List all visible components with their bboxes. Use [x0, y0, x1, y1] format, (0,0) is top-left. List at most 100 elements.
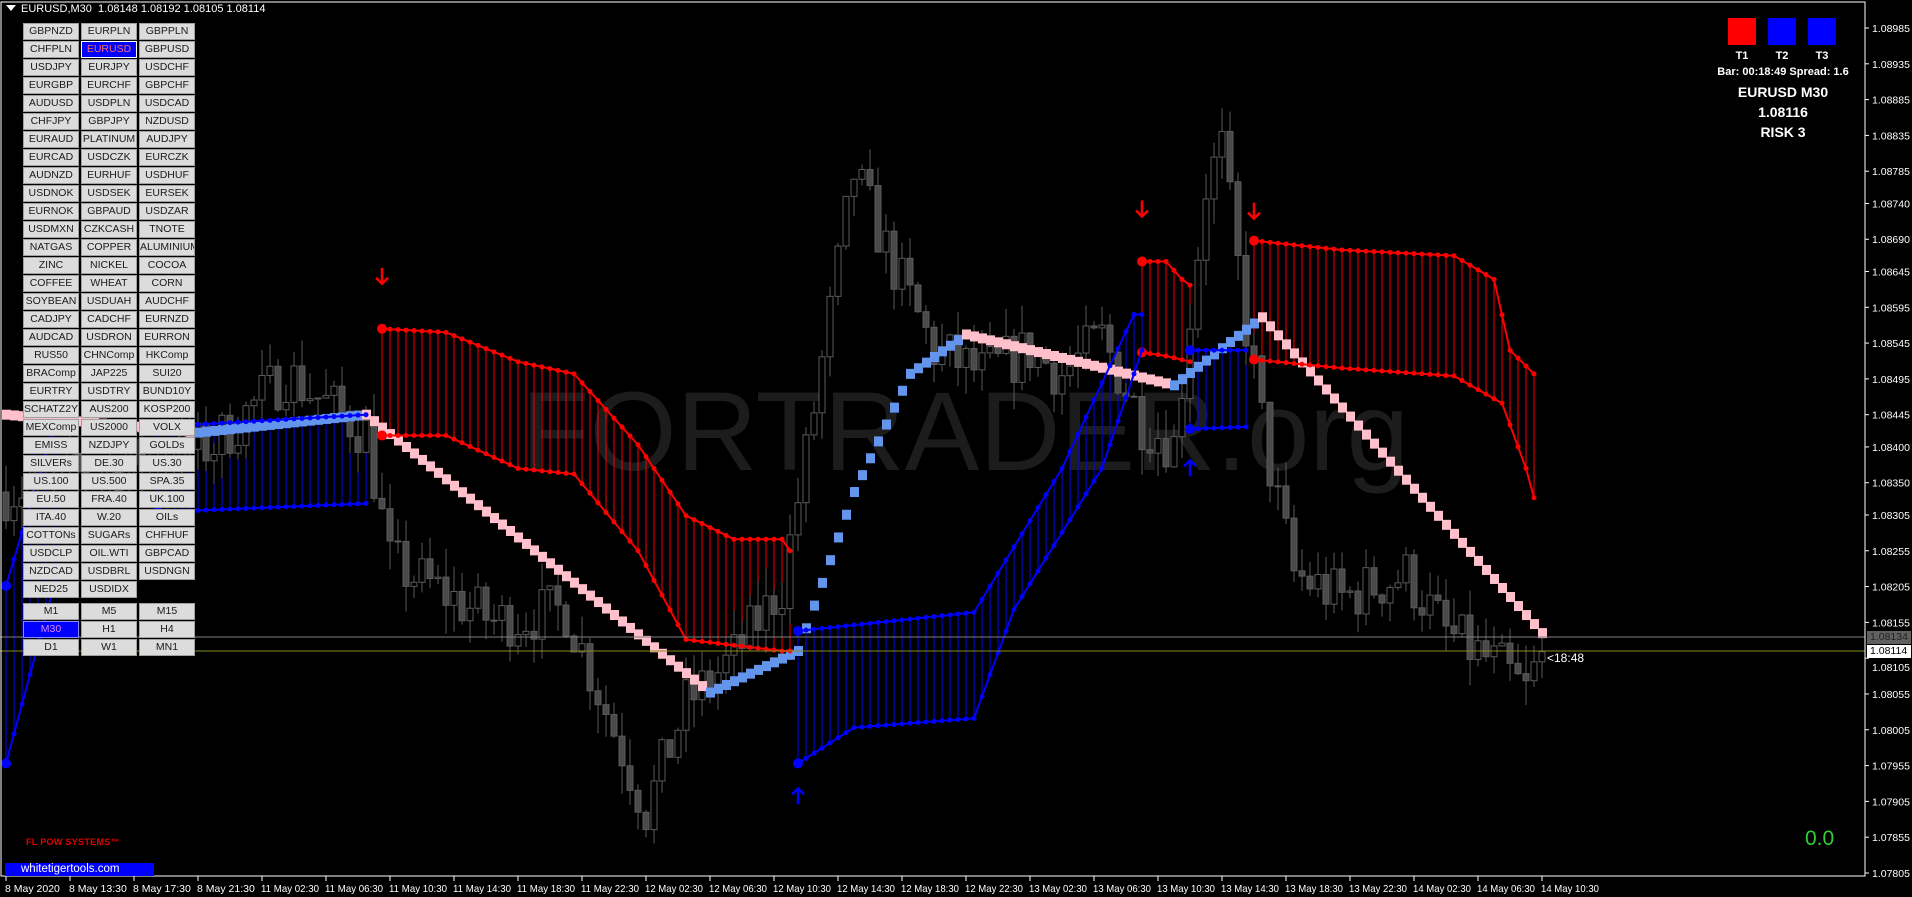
symbol-button-fra40[interactable]: FRA.40	[81, 491, 137, 508]
symbol-button-usdcad[interactable]: USDCAD	[139, 95, 195, 112]
symbol-button-spa35[interactable]: SPA.35	[139, 473, 195, 490]
symbol-button-eurgbp[interactable]: EURGBP	[23, 77, 79, 94]
symbol-button-us500[interactable]: US.500	[81, 473, 137, 490]
symbol-button-nzdusd[interactable]: NZDUSD	[139, 113, 195, 130]
symbol-button-golds[interactable]: GOLDs	[139, 437, 195, 454]
symbol-button-platinum[interactable]: PLATINUM	[81, 131, 137, 148]
symbol-button-audjpy[interactable]: AUDJPY	[139, 131, 195, 148]
symbol-button-audusd[interactable]: AUDUSD	[23, 95, 79, 112]
symbol-button-zinc[interactable]: ZINC	[23, 257, 79, 274]
symbol-button-usdclp[interactable]: USDCLP	[23, 545, 79, 562]
symbol-button-chfhuf[interactable]: CHFHUF	[139, 527, 195, 544]
symbol-button-schatz2y[interactable]: SCHATZ2Y	[23, 401, 79, 418]
symbol-button-uk100[interactable]: UK.100	[139, 491, 195, 508]
timeframe-button-mn1[interactable]: MN1	[139, 639, 195, 656]
symbol-button-oils[interactable]: OILs	[139, 509, 195, 526]
symbol-button-sugars[interactable]: SUGARs	[81, 527, 137, 544]
symbol-button-nzdjpy[interactable]: NZDJPY	[81, 437, 137, 454]
symbol-button-eurusd[interactable]: EURUSD	[81, 41, 137, 58]
symbol-button-usdczk[interactable]: USDCZK	[81, 149, 137, 166]
symbol-button-eurnok[interactable]: EURNOK	[23, 203, 79, 220]
symbol-button-usdtry[interactable]: USDTRY	[81, 383, 137, 400]
symbol-button-emiss[interactable]: EMISS	[23, 437, 79, 454]
symbol-button-czkcash[interactable]: CZKCASH	[81, 221, 137, 238]
symbol-button-hkcomp[interactable]: HKComp	[139, 347, 195, 364]
symbol-button-cocoa[interactable]: COCOA	[139, 257, 195, 274]
symbol-button-natgas[interactable]: NATGAS	[23, 239, 79, 256]
timeframe-button-m5[interactable]: M5	[81, 603, 137, 620]
symbol-button-audchf[interactable]: AUDCHF	[139, 293, 195, 310]
symbol-button-bund10y[interactable]: BUND10Y	[139, 383, 195, 400]
symbol-button-usdidx[interactable]: USDIDX	[81, 581, 137, 598]
symbol-button-cadchf[interactable]: CADCHF	[81, 311, 137, 328]
symbol-button-eurczk[interactable]: EURCZK	[139, 149, 195, 166]
symbol-button-bracomp[interactable]: BRAComp	[23, 365, 79, 382]
symbol-button-coffee[interactable]: COFFEE	[23, 275, 79, 292]
symbol-button-cadjpy[interactable]: CADJPY	[23, 311, 79, 328]
symbol-button-rus50[interactable]: RUS50	[23, 347, 79, 364]
symbol-button-mexcomp[interactable]: MEXComp	[23, 419, 79, 436]
symbol-button-usdpln[interactable]: USDPLN	[81, 95, 137, 112]
symbol-button-gbpjpy[interactable]: GBPJPY	[81, 113, 137, 130]
symbol-button-oilwti[interactable]: OIL.WTI	[81, 545, 137, 562]
symbol-button-ned25[interactable]: NED25	[23, 581, 79, 598]
symbol-button-usdjpy[interactable]: USDJPY	[23, 59, 79, 76]
symbol-button-w20[interactable]: W.20	[81, 509, 137, 526]
symbol-button-volx[interactable]: VOLX	[139, 419, 195, 436]
symbol-button-sui20[interactable]: SUI20	[139, 365, 195, 382]
symbol-button-corn[interactable]: CORN	[139, 275, 195, 292]
symbol-button-wheat[interactable]: WHEAT	[81, 275, 137, 292]
symbol-button-tnote[interactable]: TNOTE	[139, 221, 195, 238]
dropdown-triangle-icon[interactable]	[6, 5, 16, 11]
symbol-button-audnzd[interactable]: AUDNZD	[23, 167, 79, 184]
symbol-button-cottons[interactable]: COTTONs	[23, 527, 79, 544]
symbol-button-eurjpy[interactable]: EURJPY	[81, 59, 137, 76]
symbol-button-usdnok[interactable]: USDNOK	[23, 185, 79, 202]
symbol-button-usdron[interactable]: USDRON	[81, 329, 137, 346]
symbol-button-gbpaud[interactable]: GBPAUD	[81, 203, 137, 220]
symbol-button-usdbrl[interactable]: USDBRL	[81, 563, 137, 580]
symbol-button-gbpchf[interactable]: GBPCHF	[139, 77, 195, 94]
symbol-button-eurhuf[interactable]: EURHUF	[81, 167, 137, 184]
symbol-button-gbpusd[interactable]: GBPUSD	[139, 41, 195, 58]
symbol-button-eu50[interactable]: EU.50	[23, 491, 79, 508]
symbol-button-eurchf[interactable]: EURCHF	[81, 77, 137, 94]
symbol-button-audcad[interactable]: AUDCAD	[23, 329, 79, 346]
symbol-button-de30[interactable]: DE.30	[81, 455, 137, 472]
symbol-button-usdsek[interactable]: USDSEK	[81, 185, 137, 202]
symbol-button-eurcad[interactable]: EURCAD	[23, 149, 79, 166]
symbol-button-copper[interactable]: COPPER	[81, 239, 137, 256]
symbol-button-us2000[interactable]: US2000	[81, 419, 137, 436]
symbol-button-eurnzd[interactable]: EURNZD	[139, 311, 195, 328]
timeframe-button-m1[interactable]: M1	[23, 603, 79, 620]
symbol-button-us100[interactable]: US.100	[23, 473, 79, 490]
symbol-button-chncomp[interactable]: CHNComp	[81, 347, 137, 364]
symbol-button-eurtry[interactable]: EURTRY	[23, 383, 79, 400]
timeframe-button-h1[interactable]: H1	[81, 621, 137, 638]
timeframe-button-m15[interactable]: M15	[139, 603, 195, 620]
symbol-button-gbpcad[interactable]: GBPCAD	[139, 545, 195, 562]
symbol-button-usduah[interactable]: USDUAH	[81, 293, 137, 310]
symbol-button-usdchf[interactable]: USDCHF	[139, 59, 195, 76]
symbol-button-nickel[interactable]: NICKEL	[81, 257, 137, 274]
symbol-button-jap225[interactable]: JAP225	[81, 365, 137, 382]
symbol-button-euraud[interactable]: EURAUD	[23, 131, 79, 148]
symbol-button-chfpln[interactable]: CHFPLN	[23, 41, 79, 58]
symbol-button-ita40[interactable]: ITA.40	[23, 509, 79, 526]
symbol-button-chfjpy[interactable]: CHFJPY	[23, 113, 79, 130]
symbol-button-aus200[interactable]: AUS200	[81, 401, 137, 418]
timeframe-button-h4[interactable]: H4	[139, 621, 195, 638]
symbol-button-usdhuf[interactable]: USDHUF	[139, 167, 195, 184]
symbol-button-usdmxn[interactable]: USDMXN	[23, 221, 79, 238]
symbol-button-eursek[interactable]: EURSEK	[139, 185, 195, 202]
timeframe-button-m30[interactable]: M30	[23, 621, 79, 638]
timeframe-button-w1[interactable]: W1	[81, 639, 137, 656]
timeframe-button-d1[interactable]: D1	[23, 639, 79, 656]
symbol-button-silvers[interactable]: SILVERs	[23, 455, 79, 472]
symbol-button-nzdcad[interactable]: NZDCAD	[23, 563, 79, 580]
symbol-button-eurpln[interactable]: EURPLN	[81, 23, 137, 40]
symbol-button-aluminium[interactable]: ALUMINIUM	[139, 239, 195, 256]
symbol-button-eurron[interactable]: EURRON	[139, 329, 195, 346]
site-link[interactable]: whitetigertools.com	[5, 863, 154, 876]
